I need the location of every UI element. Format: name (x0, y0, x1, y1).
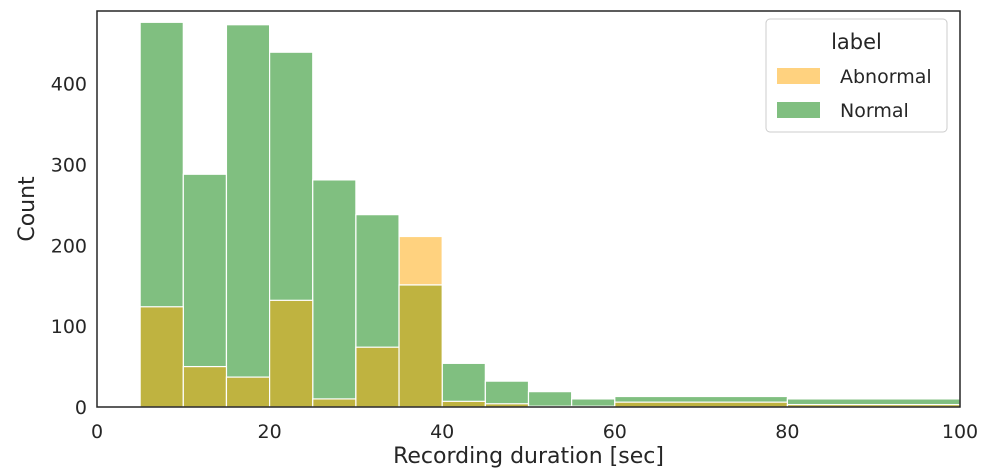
x-tick-label: 0 (91, 421, 103, 443)
y-tick-labels: 0 100 200 300 400 (51, 74, 87, 419)
y-tick-label: 0 (75, 397, 87, 419)
overlap-bar (398, 284, 443, 408)
overlap-bar (225, 376, 271, 408)
x-tick-label: 20 (258, 421, 282, 443)
overlap-bar (441, 400, 486, 408)
overlap-bar (312, 398, 357, 408)
y-tick-label: 200 (51, 235, 87, 257)
y-tick-label: 100 (51, 316, 87, 338)
overlap-bar (269, 299, 314, 408)
normal-bar (312, 179, 357, 408)
x-tick-label: 100 (942, 421, 978, 443)
abnormal-legend-label: Abnormal (840, 66, 932, 88)
plot-frame (96, 10, 961, 408)
y-tick-label: 300 (51, 155, 87, 177)
legend-title: label (831, 30, 882, 54)
x-tick-labels: 0 20 40 60 80 100 (91, 421, 978, 443)
x-tick-label: 40 (430, 421, 454, 443)
normal-bar (441, 362, 486, 408)
overlap-bar (355, 346, 400, 408)
normal-legend-swatch (777, 102, 820, 118)
normal-bar (527, 391, 573, 408)
legend: label Abnormal Normal (765, 18, 948, 133)
x-axis-label: Recording duration [sec] (393, 444, 664, 469)
normal-bar (484, 380, 530, 408)
bars-layer (139, 21, 961, 408)
overlap-bar (182, 365, 228, 408)
abnormal-legend-swatch (777, 68, 820, 84)
x-tick-label: 60 (603, 421, 627, 443)
normal-bar (225, 24, 271, 408)
legend-items: Abnormal Normal (777, 66, 932, 122)
overlap-bar (139, 306, 184, 408)
x-tick-label: 80 (775, 421, 799, 443)
y-tick-label: 400 (51, 74, 87, 96)
normal-legend-label: Normal (840, 100, 909, 122)
y-axis-label: Count (15, 176, 40, 242)
